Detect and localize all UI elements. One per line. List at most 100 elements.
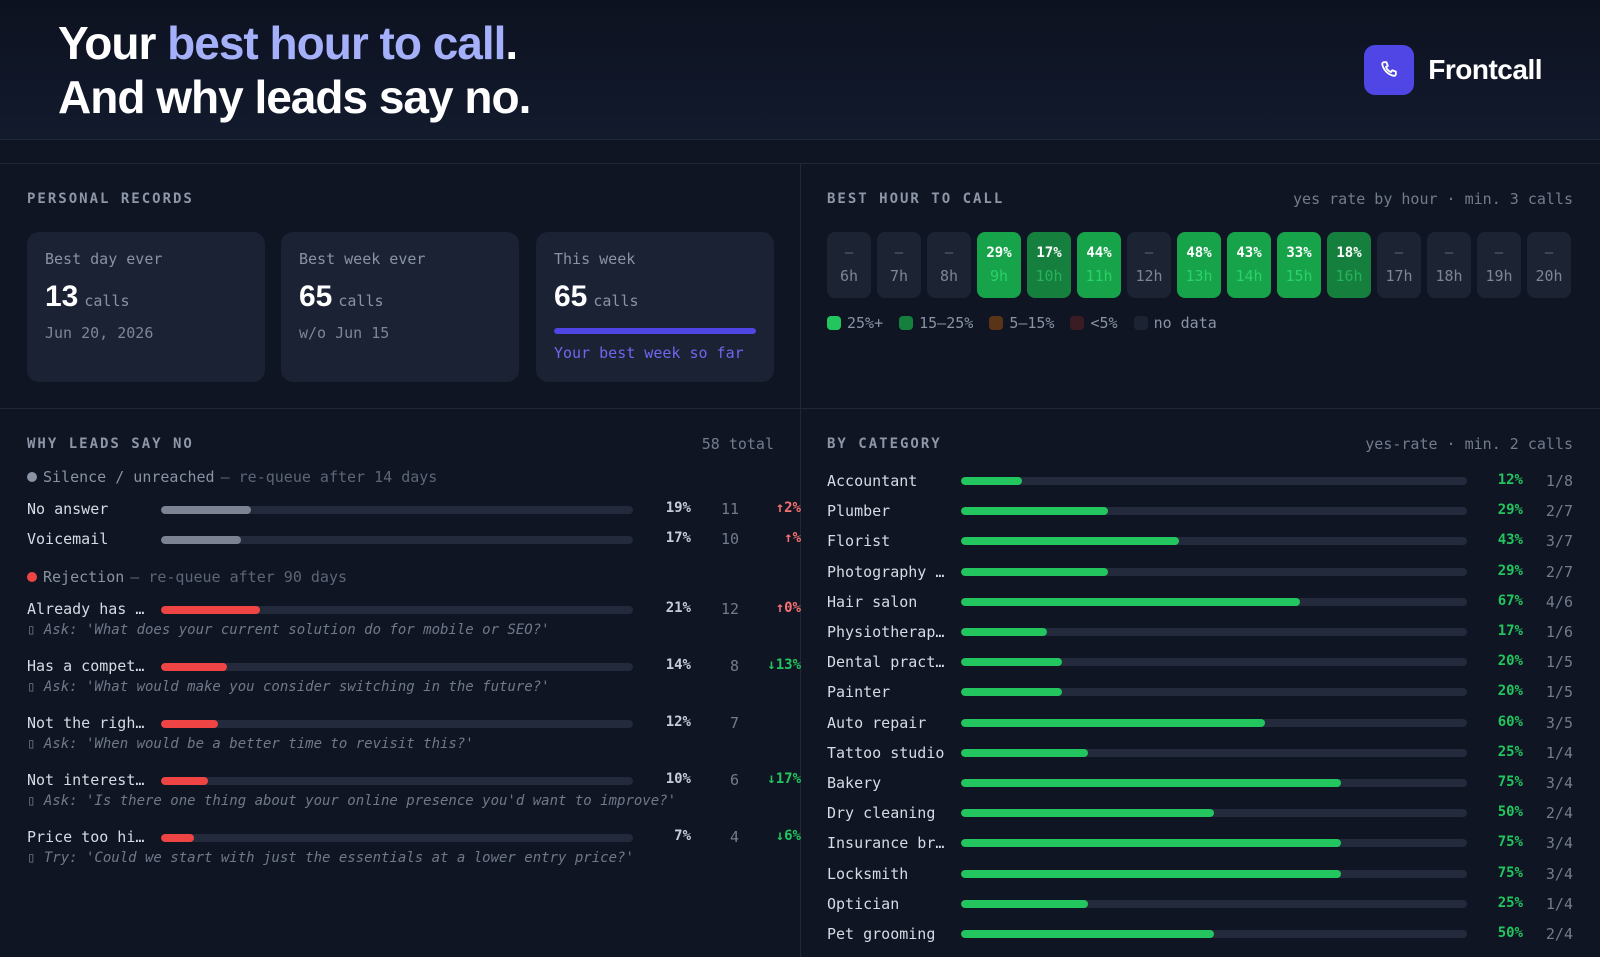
legend-label: no data xyxy=(1153,314,1217,332)
hour-cell-17h[interactable]: — 17h xyxy=(1377,232,1421,298)
group-name: Silence / unreached xyxy=(43,468,215,486)
best-hour-title: BEST HOUR TO CALL xyxy=(827,191,1005,207)
card-value: 65 calls xyxy=(554,280,639,314)
hour-cell-7h[interactable]: — 7h xyxy=(877,232,921,298)
hour-cell-19h[interactable]: — 19h xyxy=(1477,232,1521,298)
category-fraction: 2/4 xyxy=(1545,804,1573,823)
reason-percent: 12% xyxy=(665,714,691,730)
legend-swatch xyxy=(1070,316,1085,330)
group-dot xyxy=(27,572,37,582)
category-row[interactable]: Dry cleaning 50% 2/4 xyxy=(827,802,1573,824)
category-row[interactable]: Locksmith 75% 3/4 xyxy=(827,863,1573,885)
category-fraction: 1/8 xyxy=(1545,472,1573,490)
legend-item: <5% xyxy=(1070,314,1118,332)
reason-row[interactable]: Has a compet… 14% 8 ↓13% xyxy=(27,655,801,677)
reason-row[interactable]: Voicemail 17% 10 ↑% xyxy=(27,528,801,550)
legend-label: 25%+ xyxy=(847,314,884,332)
hour-rate: — xyxy=(944,245,954,261)
category-subtitle: yes-rate · min. 2 calls xyxy=(1365,435,1573,453)
hour-cell-12h[interactable]: — 12h xyxy=(1127,232,1171,298)
week-progress-bar xyxy=(554,328,756,334)
card-number: 65 xyxy=(299,280,333,313)
hour-label: 17h xyxy=(1385,267,1413,285)
legend-swatch xyxy=(1133,316,1148,330)
reason-bar-track xyxy=(161,506,633,514)
hour-rate: 29% xyxy=(986,245,1012,261)
category-fraction: 3/4 xyxy=(1545,774,1573,792)
hour-rate: — xyxy=(1444,245,1454,261)
category-row[interactable]: Plumber 29% 2/7 xyxy=(827,500,1573,522)
category-bar-track xyxy=(961,809,1467,818)
category-row[interactable]: Photography … 29% 2/7 xyxy=(827,561,1573,583)
hour-cell-8h[interactable]: — 8h xyxy=(927,232,971,298)
reason-bar-fill xyxy=(161,720,218,728)
category-name: Accountant xyxy=(827,472,918,490)
category-bar-fill xyxy=(961,779,1341,787)
reason-count: 7 xyxy=(729,714,739,732)
reason-count: 12 xyxy=(720,600,739,618)
category-bar-track xyxy=(961,567,1467,576)
reason-row[interactable]: Already has … 21% 12 ↑0% xyxy=(27,598,801,620)
hour-label: 20h xyxy=(1535,267,1563,285)
headline-line-1: Your best hour to call. xyxy=(58,16,530,70)
category-rate: 29% xyxy=(1497,502,1523,519)
hour-cell-15h[interactable]: 33% 15h xyxy=(1277,232,1321,298)
category-name: Pet grooming xyxy=(827,925,936,943)
category-rate: 67% xyxy=(1497,592,1523,609)
category-row[interactable]: Bakery 75% 3/4 xyxy=(827,772,1573,794)
brand-logo[interactable]: Frontcall xyxy=(1364,45,1542,95)
hour-cell-6h[interactable]: — 6h xyxy=(827,232,871,298)
category-row[interactable]: Painter 20% 1/5 xyxy=(827,681,1573,703)
reason-count: 10 xyxy=(720,530,739,548)
hour-cell-16h[interactable]: 18% 16h xyxy=(1327,232,1371,298)
category-bar-track xyxy=(961,930,1467,938)
hour-cell-9h[interactable]: 29% 9h xyxy=(977,232,1021,298)
category-bar-track xyxy=(961,597,1467,606)
category-name: Physiotherap… xyxy=(827,623,945,641)
category-row[interactable]: Optician 25% 1/4 xyxy=(827,893,1573,915)
category-row[interactable]: Physiotherap… 17% 1/6 xyxy=(827,621,1573,643)
legend-label: 5–15% xyxy=(1009,314,1055,332)
card-label: Best day ever xyxy=(45,250,163,268)
hour-cell-20h[interactable]: — 20h xyxy=(1527,232,1571,298)
group-note: — re-queue after 90 days xyxy=(130,568,348,586)
category-rate: 43% xyxy=(1497,532,1523,549)
category-bar-fill xyxy=(961,748,1088,757)
reason-suggestion: ▯ Ask: 'What does your current solution … xyxy=(27,622,550,638)
reason-delta: ↓17% xyxy=(767,771,801,787)
hour-cell-14h[interactable]: 43% 14h xyxy=(1227,232,1271,298)
page-header: Your best hour to call. And why leads sa… xyxy=(0,0,1600,140)
category-bar-track xyxy=(961,839,1467,848)
category-row[interactable]: Accountant 12% 1/8 xyxy=(827,470,1573,492)
category-row[interactable]: Tattoo studio 25% 1/4 xyxy=(827,742,1573,764)
headline-line-2: And why leads say no. xyxy=(58,71,531,123)
category-row[interactable]: Insurance br… 75% 3/4 xyxy=(827,832,1573,854)
reason-count: 8 xyxy=(729,657,739,675)
category-rate: 25% xyxy=(1497,743,1523,760)
category-bar-track xyxy=(961,779,1467,787)
hour-rate: 44% xyxy=(1086,245,1112,261)
reason-row[interactable]: Not the righ… 12% 7 xyxy=(27,712,777,734)
category-name: Tattoo studio xyxy=(827,743,945,762)
category-row[interactable]: Auto repair 60% 3/5 xyxy=(827,712,1573,734)
records-title: PERSONAL RECORDS xyxy=(27,191,194,207)
card-value: 65 calls xyxy=(299,280,384,314)
hour-rate: — xyxy=(1544,245,1554,261)
card-date: Jun 20, 2026 xyxy=(45,324,154,342)
reason-row[interactable]: Not interest… 10% 6 ↓17% xyxy=(27,769,801,791)
hour-cell-13h[interactable]: 48% 13h xyxy=(1177,232,1221,298)
category-rate: 12% xyxy=(1497,472,1523,488)
category-bar-fill xyxy=(961,930,1214,938)
hour-cell-10h[interactable]: 17% 10h xyxy=(1027,232,1071,298)
category-row[interactable]: Florist 43% 3/7 xyxy=(827,530,1573,552)
category-row[interactable]: Pet grooming 50% 2/4 xyxy=(827,923,1573,945)
category-row[interactable]: Dental pract… 20% 1/5 xyxy=(827,651,1573,673)
reason-row[interactable]: Price too hi… 7% 4 ↓6% xyxy=(27,826,801,848)
category-row[interactable]: Hair salon 67% 4/6 xyxy=(827,591,1573,613)
legend-swatch xyxy=(827,316,841,330)
category-rate: 17% xyxy=(1497,623,1523,639)
hour-cell-18h[interactable]: — 18h xyxy=(1427,232,1471,298)
category-bar-fill xyxy=(961,567,1108,576)
hour-cell-11h[interactable]: 44% 11h xyxy=(1077,232,1121,298)
reason-row[interactable]: No answer 19% 11 ↑2% xyxy=(27,498,801,520)
